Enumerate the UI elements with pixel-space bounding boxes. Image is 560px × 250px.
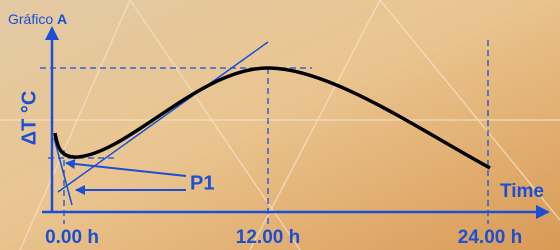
title-text: Gráfico: [8, 11, 53, 27]
x-axis-label: Time: [500, 181, 544, 202]
annotation: P1: [190, 172, 214, 194]
x-tick-label: 24.00 h: [458, 227, 522, 248]
diagram: Gráfico A ΔT °C Time P1 0.00 h 12.00 h 2…: [0, 0, 560, 250]
x-tick-label: 12.00 h: [236, 227, 300, 248]
title: Gráfico A: [8, 11, 67, 27]
page: Gráfico A ΔT °C Time P1 0.00 h 12.00 h 2…: [0, 0, 560, 250]
title-bold: A: [57, 11, 67, 27]
x-tick-label: 0.00 h: [45, 227, 99, 248]
y-axis-label: ΔT °C: [18, 91, 40, 146]
